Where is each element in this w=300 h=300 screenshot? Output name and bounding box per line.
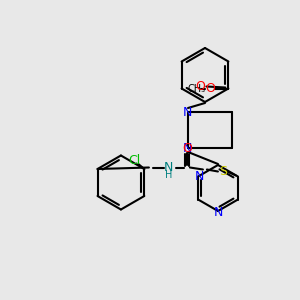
Text: H: H bbox=[165, 170, 172, 181]
Text: O: O bbox=[195, 80, 205, 93]
Text: CH₃: CH₃ bbox=[187, 83, 206, 94]
Text: Cl: Cl bbox=[128, 154, 140, 167]
Text: N: N bbox=[182, 106, 192, 118]
Text: S: S bbox=[219, 165, 227, 178]
Text: O: O bbox=[206, 82, 215, 95]
Text: N: N bbox=[182, 142, 192, 154]
Text: N: N bbox=[164, 161, 174, 174]
Text: O: O bbox=[182, 142, 192, 155]
Text: N: N bbox=[194, 170, 204, 183]
Text: N: N bbox=[213, 206, 223, 218]
